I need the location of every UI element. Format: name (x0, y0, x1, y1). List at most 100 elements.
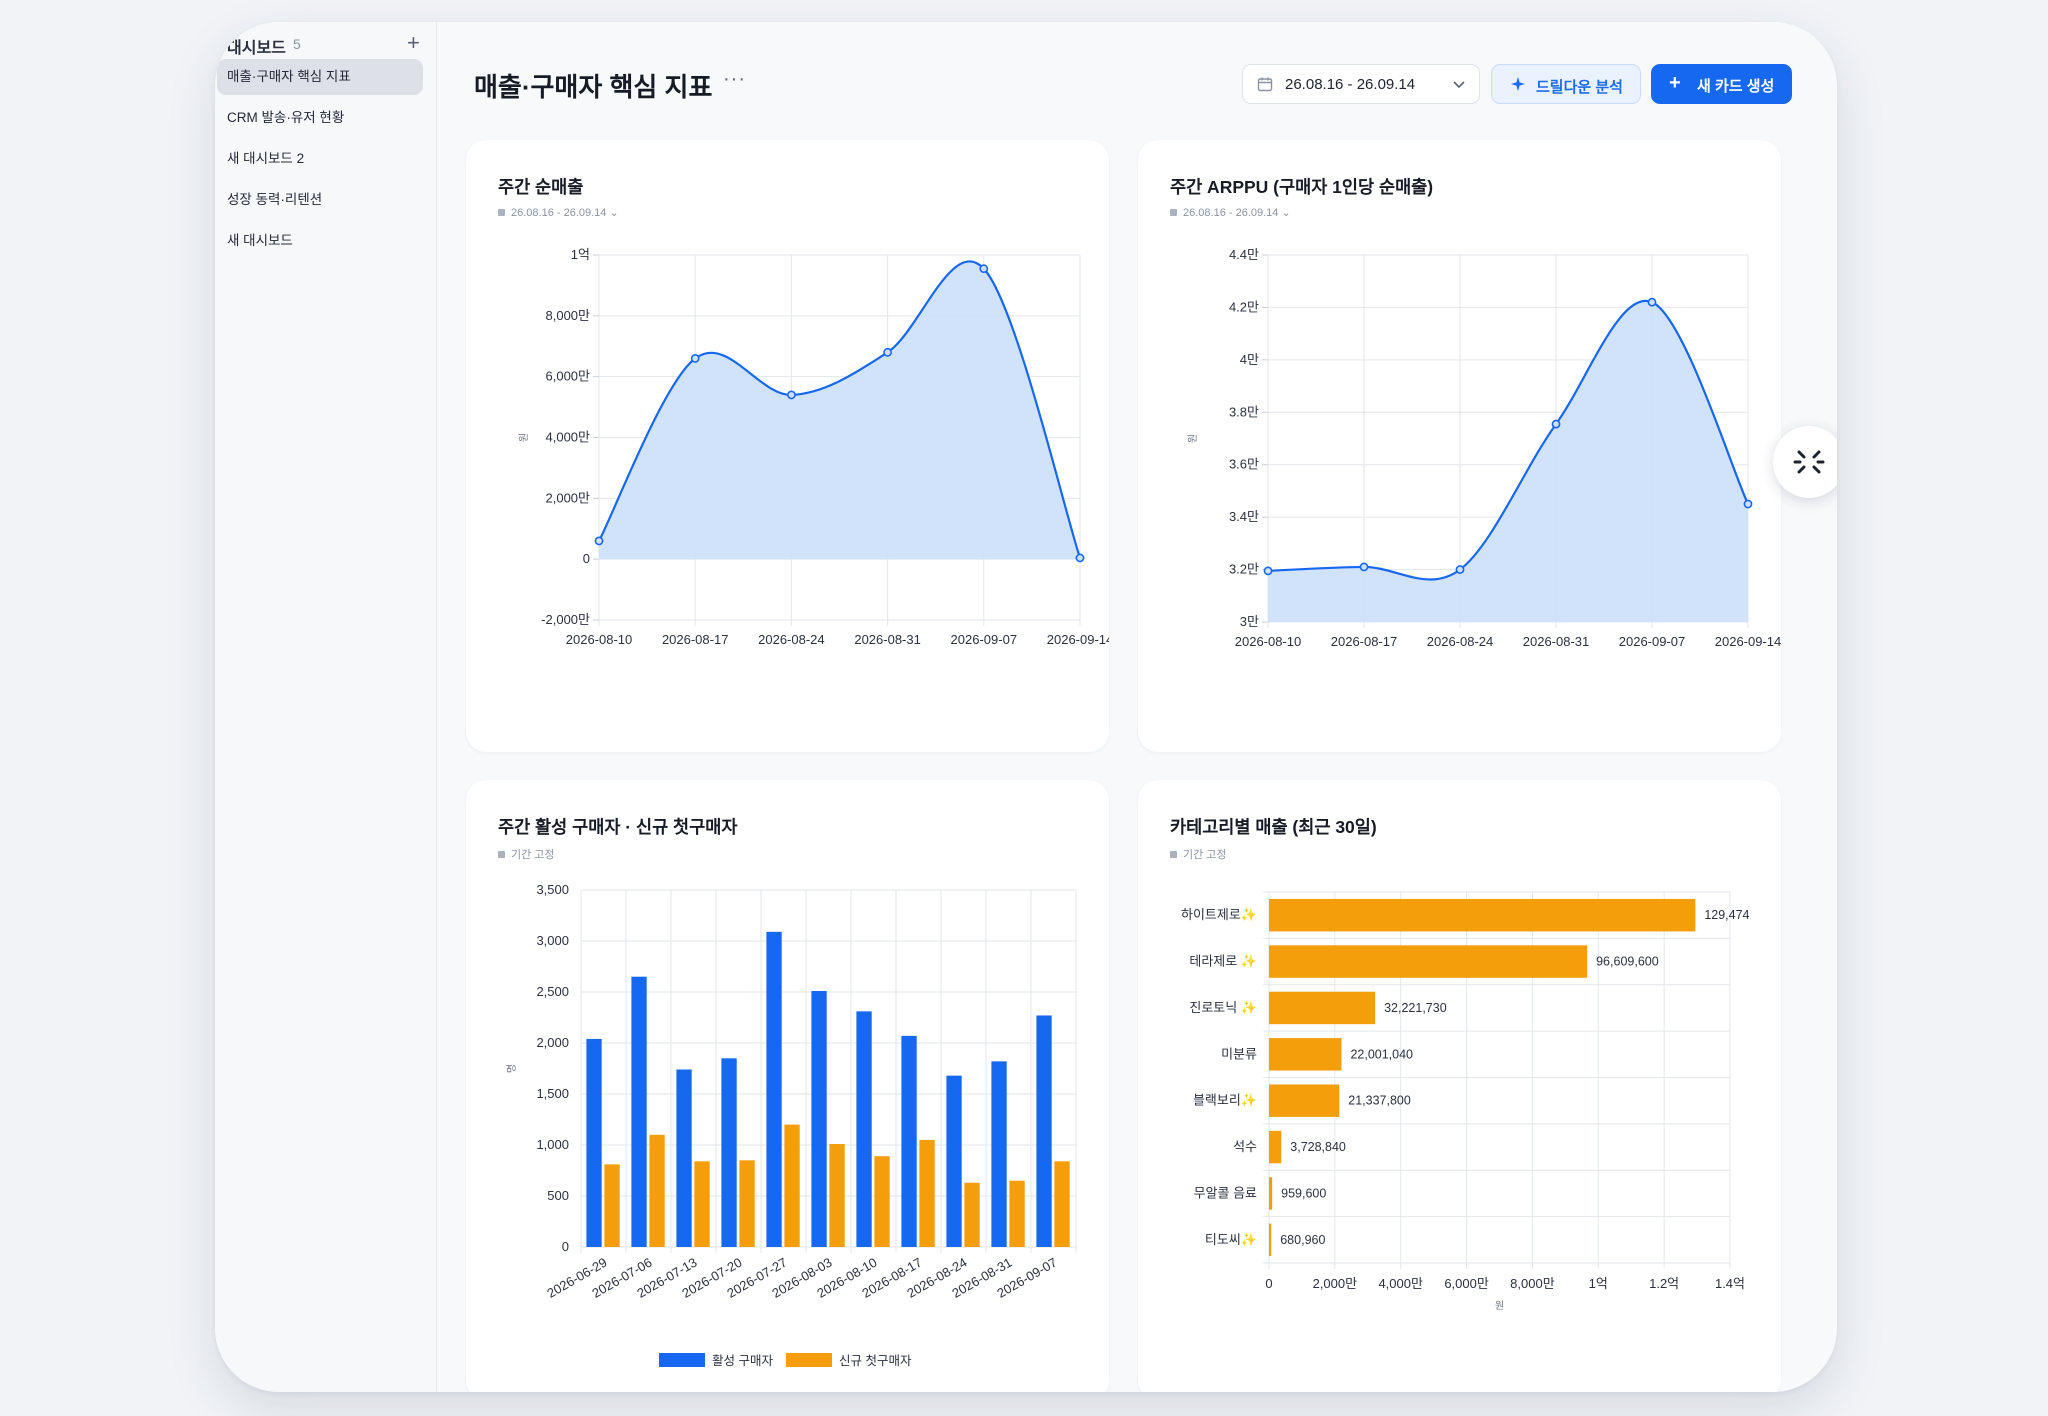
x-tick-label: 8,000만 (1510, 1276, 1555, 1291)
bar-new-buyers (919, 1139, 935, 1247)
collapse-panel-button[interactable] (1773, 426, 1837, 498)
dashboard-count: 5 (293, 36, 301, 52)
drilldown-analysis-button[interactable]: 드릴다운 분석 (1491, 64, 1641, 104)
chevron-down-icon (1453, 81, 1465, 89)
sidebar-title: 대시보드 (227, 40, 286, 57)
bar-value-label: 129,474 (1704, 908, 1749, 922)
date-range-picker[interactable]: 26.08.16 - 26.09.14 (1242, 64, 1480, 104)
plus-icon: + (1669, 72, 1681, 94)
bar-value-label: 3,728,840 (1290, 1140, 1346, 1154)
bar-active-buyers (1036, 1015, 1052, 1247)
calendar-icon (498, 209, 505, 216)
data-point (1263, 566, 1273, 576)
calendar-icon (1257, 77, 1273, 92)
series-line (598, 260, 1082, 559)
data-point (1743, 499, 1753, 509)
y-tick-label: 2,500 (536, 984, 569, 999)
buyers-bar-chart: 05001,0001,5002,0002,5003,0003,5002026-0… (506, 882, 1077, 1368)
card-title: 카테고리별 매출 (최근 30일) (1170, 817, 1377, 837)
data-point (1455, 565, 1465, 574)
bar-new-buyers (694, 1161, 710, 1247)
y-tick-label: 500 (547, 1188, 569, 1203)
y-axis-label: 원 (518, 433, 530, 442)
data-point (1075, 553, 1085, 563)
sidebar-item-new-dashboard-2[interactable]: 새 대시보드 2 (217, 141, 423, 177)
y-tick-label: 3만 (1240, 614, 1259, 629)
drilldown-label: 드릴다운 분석 (1536, 79, 1623, 96)
legend-label: 신규 첫구매자 (839, 1354, 912, 1368)
category-bar (1269, 898, 1696, 932)
category-label: 테라제로 ✨ (1189, 954, 1257, 969)
legend-swatch (659, 1353, 705, 1367)
data-point (1359, 562, 1369, 572)
bar-value-label: 96,609,600 (1596, 955, 1659, 969)
category-bar (1269, 945, 1588, 978)
y-tick-label: 3,000 (536, 933, 569, 948)
x-tick-label: 2,000만 (1313, 1276, 1358, 1291)
category-label: 석수 (1233, 1139, 1257, 1154)
category-bar (1269, 991, 1376, 1025)
bar-active-buyers (991, 1061, 1007, 1247)
card-date-filter[interactable]: 26.08.16 - 26.09.14 ⌄ (498, 206, 619, 219)
bar-new-buyers (739, 1160, 755, 1247)
bar-new-buyers (604, 1164, 620, 1247)
category-bar (1269, 1223, 1272, 1257)
more-options-button[interactable]: ··· (723, 68, 746, 90)
bar-active-buyers (766, 931, 782, 1247)
category-label: 티도씨✨ (1205, 1232, 1257, 1247)
date-range-label: 26.08.16 - 26.09.14 (1285, 76, 1416, 93)
add-dashboard-button[interactable]: + (407, 30, 420, 55)
calendar-icon (1170, 209, 1177, 216)
sidebar-item-label: 성장 동력·리텐션 (227, 192, 323, 207)
new-card-label: 새 카드 생성 (1697, 78, 1775, 95)
lock-icon (1170, 851, 1177, 858)
x-tick-label: 2026-09-07 (951, 632, 1018, 647)
data-point (1647, 297, 1657, 307)
bar-active-buyers (721, 1058, 737, 1247)
x-tick-label: 2026-08-31 (854, 632, 921, 647)
category-bar (1269, 1038, 1342, 1071)
y-tick-label: 4.4만 (1229, 247, 1259, 262)
new-card-button[interactable]: + 새 카드 생성 (1651, 64, 1792, 104)
sidebar-item-revenue-buyers[interactable]: 매출·구매자 핵심 지표 (217, 59, 423, 95)
sidebar-item-growth-retention[interactable]: 성장 동력·리텐션 (217, 182, 423, 218)
y-tick-label: 2,000 (536, 1035, 569, 1050)
dashboard-main: 매출·구매자 핵심 지표 ··· 26.08.16 - 26.09.14 드릴다… (438, 22, 1837, 1392)
y-tick-label: 2,000만 (546, 490, 591, 505)
y-tick-label: 3.8만 (1229, 404, 1259, 419)
bar-new-buyers (649, 1134, 665, 1247)
bar-new-buyers (1054, 1161, 1070, 1247)
card-category-revenue: 카테고리별 매출 (최근 30일) 기간 고정 0 2,000만 4,000만 6,0… (1138, 780, 1781, 1392)
x-tick-label: 2026-08-10 (566, 632, 633, 647)
category-bar (1269, 1177, 1273, 1210)
x-tick-label: 4,000만 (1378, 1276, 1423, 1291)
category-bar (1269, 1130, 1282, 1164)
x-tick-label: 2026-08-10 (1235, 634, 1302, 649)
card-date-filter[interactable]: 26.08.16 - 26.09.14 ⌄ (1170, 206, 1291, 219)
category-bar (1269, 1084, 1340, 1117)
data-point (979, 264, 989, 274)
bar-value-label: 959,600 (1281, 1186, 1326, 1200)
sidebar-item-new-dashboard[interactable]: 새 대시보드 (217, 223, 423, 259)
bar-new-buyers (964, 1182, 980, 1247)
sidebar-item-label: CRM 발송·유저 현황 (227, 110, 345, 125)
bar-active-buyers (856, 1011, 872, 1247)
y-tick-label: 3,500 (536, 882, 569, 897)
y-tick-label: 0 (583, 551, 590, 566)
card-weekly-revenue: 주간 순매출 26.08.16 - 26.09.14 ⌄ -2,000만 0 2,0… (466, 140, 1109, 752)
y-axis-label: 명 (506, 1064, 518, 1073)
data-point (786, 390, 796, 400)
y-tick-label: 3.4만 (1229, 509, 1259, 524)
bar-new-buyers (1009, 1180, 1025, 1247)
bar-value-label: 32,221,730 (1384, 1001, 1447, 1015)
page-title: 매출·구매자 핵심 지표 (474, 72, 713, 102)
x-tick-label: 2026-08-24 (1427, 634, 1494, 649)
sidebar-item-crm[interactable]: CRM 발송·유저 현황 (217, 100, 423, 136)
bar-active-buyers (676, 1069, 692, 1247)
legend-swatch (786, 1353, 832, 1367)
bar-active-buyers (901, 1035, 917, 1247)
x-tick-label: 2026-09-14 (1047, 632, 1109, 647)
x-tick-label: 1.4억 (1715, 1276, 1745, 1291)
category-label: 미분류 (1221, 1046, 1257, 1061)
bar-active-buyers (946, 1075, 962, 1247)
